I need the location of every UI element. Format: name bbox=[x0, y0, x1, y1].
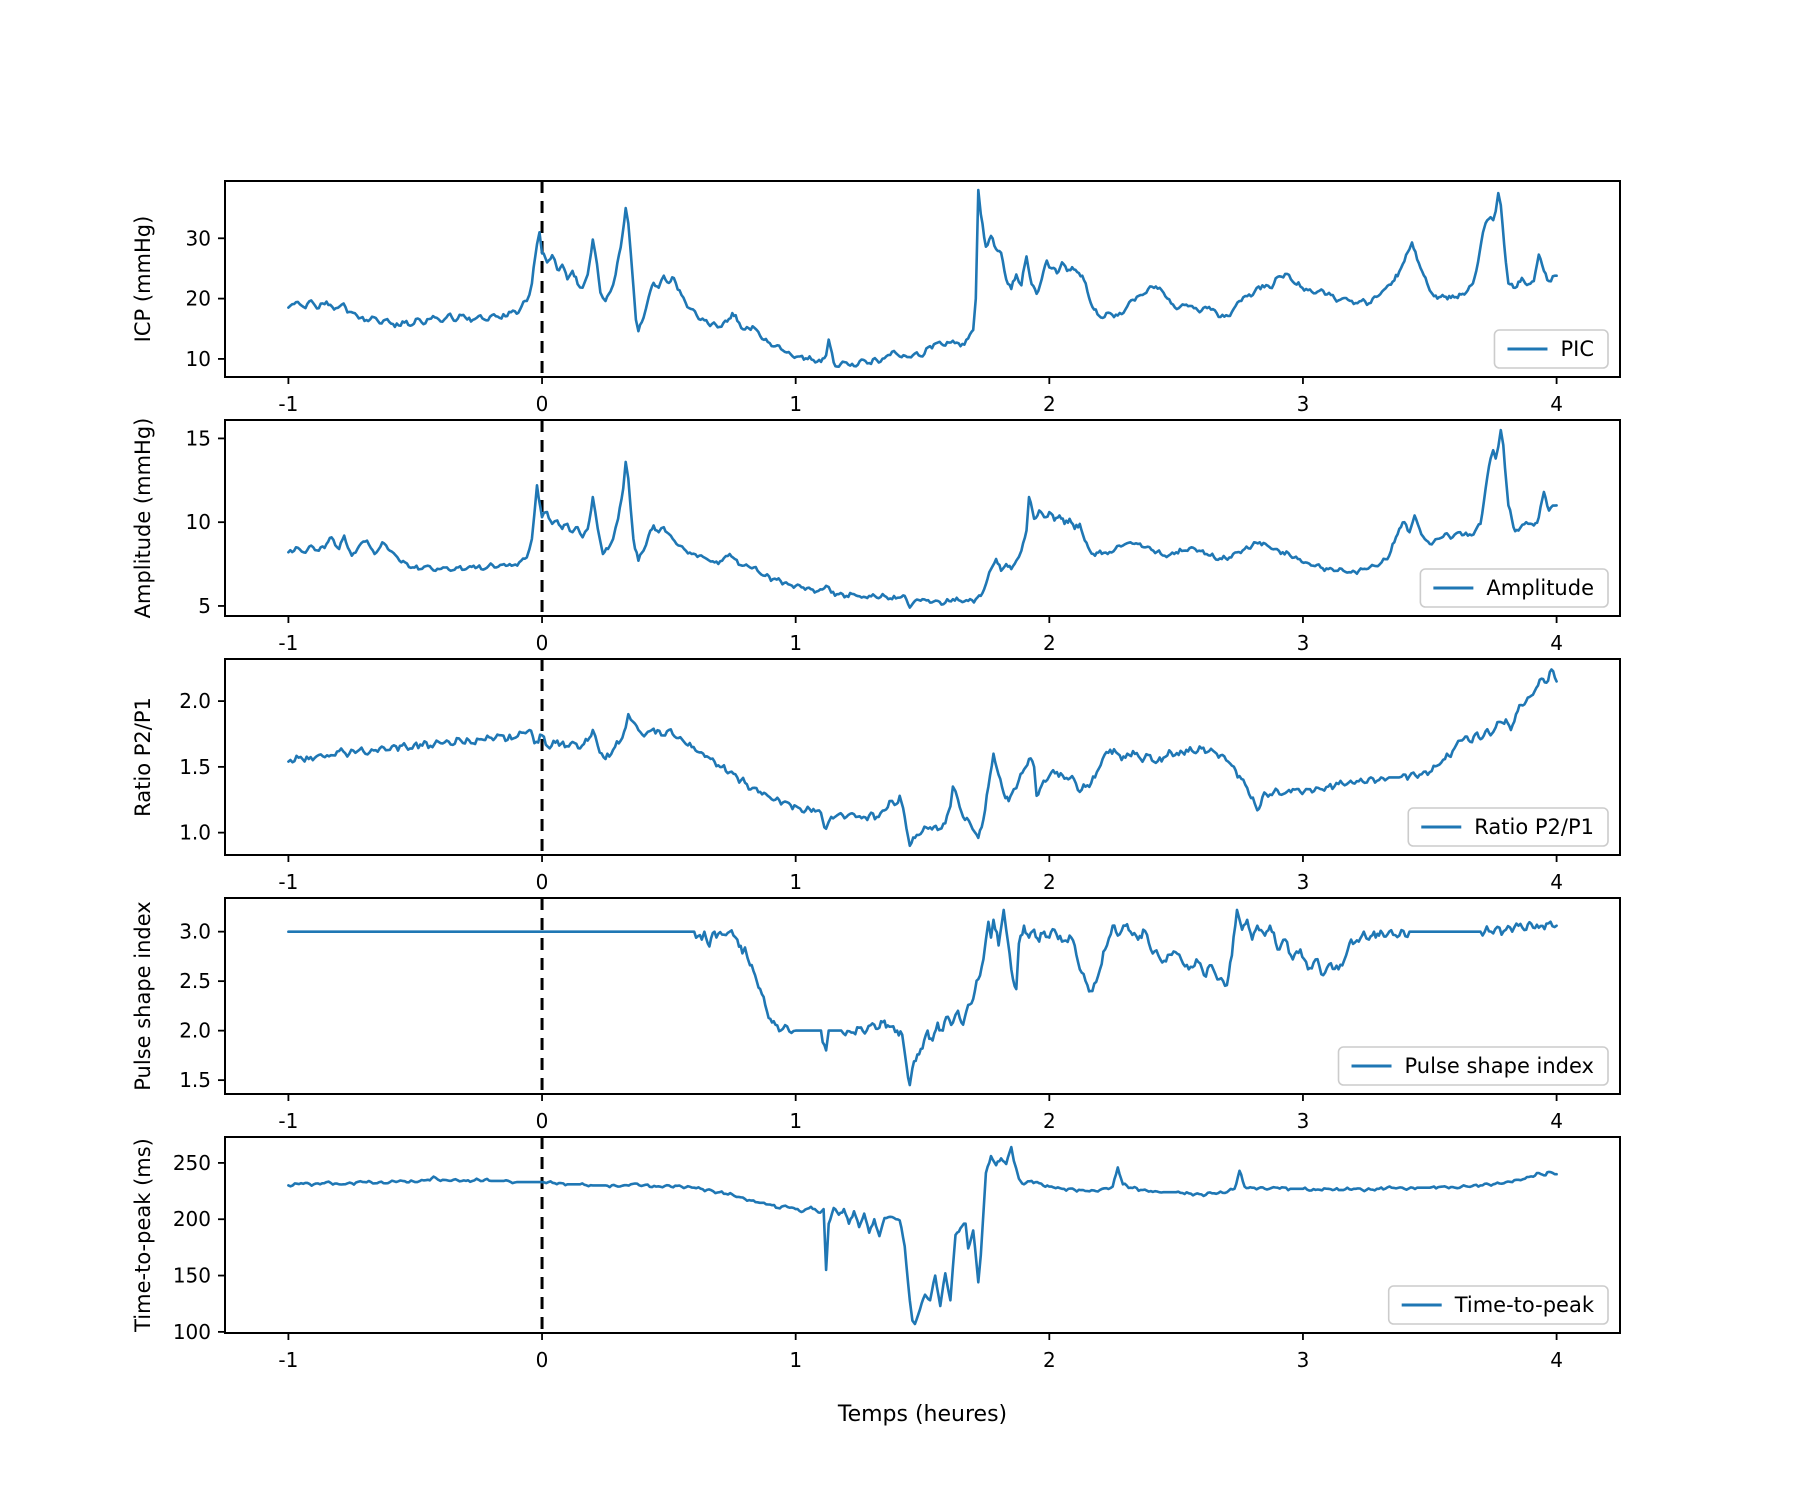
x-tick-label: 3 bbox=[1297, 1109, 1310, 1133]
x-tick-label: 0 bbox=[536, 392, 549, 416]
x-tick-label: 1 bbox=[789, 870, 802, 894]
x-tick-label: -1 bbox=[278, 870, 298, 894]
y-tick-label: 2.5 bbox=[179, 969, 211, 993]
y-tick-label: 5 bbox=[198, 594, 211, 618]
y-tick-label: 20 bbox=[186, 287, 211, 311]
x-tick-label: -1 bbox=[278, 392, 298, 416]
panel-icp: -1 0 1 2 3 4 10 20 30 ICP (mmHg) PIC bbox=[131, 180, 1621, 416]
legend: PIC bbox=[1493, 329, 1609, 369]
legend-box bbox=[1419, 568, 1609, 608]
y-tick-label: 1.0 bbox=[179, 821, 211, 845]
y-tick-label: 10 bbox=[186, 347, 211, 371]
legend: Time-to-peak bbox=[1387, 1285, 1609, 1325]
x-tick-label: 2 bbox=[1043, 1109, 1056, 1133]
series-line bbox=[287, 188, 1558, 368]
y-tick-label: 2.0 bbox=[179, 1019, 211, 1043]
x-tick-label: 2 bbox=[1043, 1348, 1056, 1372]
x-tick-label: 4 bbox=[1550, 1109, 1563, 1133]
x-tick-label: 0 bbox=[536, 870, 549, 894]
x-tick-label: 1 bbox=[789, 1109, 802, 1133]
legend: Pulse shape index bbox=[1337, 1046, 1609, 1086]
series-line bbox=[287, 668, 1558, 848]
legend-label: Amplitude bbox=[1486, 576, 1594, 600]
legend-box bbox=[1493, 329, 1609, 369]
plot-frame bbox=[224, 1136, 1621, 1334]
x-tick-label: 4 bbox=[1550, 392, 1563, 416]
y-tick-label: 1.5 bbox=[179, 1068, 211, 1092]
legend: Amplitude bbox=[1419, 568, 1609, 608]
x-tick-label: 2 bbox=[1043, 631, 1056, 655]
x-tick-label: 4 bbox=[1550, 870, 1563, 894]
series-line bbox=[287, 908, 1558, 1087]
y-axis-label: Pulse shape index bbox=[131, 901, 155, 1090]
x-tick-label: 4 bbox=[1550, 631, 1563, 655]
legend-box bbox=[1387, 1285, 1609, 1325]
plot-frame bbox=[224, 419, 1621, 617]
x-tick-label: 3 bbox=[1297, 1348, 1310, 1372]
legend-label: Ratio P2/P1 bbox=[1474, 815, 1594, 839]
y-tick-label: 3.0 bbox=[179, 920, 211, 944]
x-tick-label: -1 bbox=[278, 1109, 298, 1133]
legend-box bbox=[1407, 807, 1609, 847]
x-tick-label: 0 bbox=[536, 1109, 549, 1133]
x-tick-label: 0 bbox=[536, 1348, 549, 1372]
y-tick-label: 2.0 bbox=[179, 689, 211, 713]
y-tick-label: 250 bbox=[173, 1151, 211, 1175]
plot-frame bbox=[224, 897, 1621, 1095]
plot-frame bbox=[224, 658, 1621, 856]
legend-label: Time-to-peak bbox=[1454, 1293, 1595, 1317]
y-tick-label: 10 bbox=[186, 510, 211, 534]
legend-label: Pulse shape index bbox=[1405, 1054, 1594, 1078]
series-line bbox=[287, 1145, 1558, 1326]
panel-time-to-peak: -1 0 1 2 3 4 100 150 200 250 Time-to-peak (ms) Time… bbox=[131, 1136, 1621, 1372]
panel-amplitude: -1 0 1 2 3 4 5 10 15 Amplitude (mmHg) Amplitude bbox=[131, 418, 1621, 655]
y-tick-label: 15 bbox=[186, 426, 211, 450]
x-tick-label: 2 bbox=[1043, 870, 1056, 894]
panel-pulse-shape-index: -1 0 1 2 3 4 1.5 2.0 2.5 3.0 Pulse shape index Puls… bbox=[131, 897, 1621, 1133]
y-tick-label: 150 bbox=[173, 1264, 211, 1288]
x-tick-label: -1 bbox=[278, 1348, 298, 1372]
x-tick-label: 1 bbox=[789, 1348, 802, 1372]
x-tick-label: 2 bbox=[1043, 392, 1056, 416]
x-axis-label: Temps (heures) bbox=[837, 1402, 1008, 1427]
y-tick-label: 1.5 bbox=[179, 755, 211, 779]
plot-frame bbox=[224, 180, 1621, 378]
x-tick-label: 0 bbox=[536, 631, 549, 655]
x-tick-label: 3 bbox=[1297, 870, 1310, 894]
legend-box bbox=[1337, 1046, 1609, 1086]
x-tick-label: 3 bbox=[1297, 392, 1310, 416]
series-line bbox=[287, 428, 1558, 609]
legend-label: PIC bbox=[1560, 337, 1594, 361]
panel-ratio-p2-p1: -1 0 1 2 3 4 1.0 1.5 2.0 Ratio P2/P1 Ratio P2/P1 bbox=[131, 658, 1621, 894]
x-tick-label: 4 bbox=[1550, 1348, 1563, 1372]
x-tick-label: 3 bbox=[1297, 631, 1310, 655]
y-axis-label: ICP (mmHg) bbox=[131, 216, 155, 343]
x-tick-label: 1 bbox=[789, 392, 802, 416]
y-tick-label: 30 bbox=[186, 226, 211, 250]
y-axis-label: Ratio P2/P1 bbox=[131, 697, 155, 817]
y-tick-label: 200 bbox=[173, 1207, 211, 1231]
y-axis-label: Amplitude (mmHg) bbox=[131, 418, 155, 619]
y-axis-label: Time-to-peak (ms) bbox=[131, 1138, 155, 1333]
x-tick-label: 1 bbox=[789, 631, 802, 655]
y-tick-label: 100 bbox=[173, 1320, 211, 1344]
x-tick-label: -1 bbox=[278, 631, 298, 655]
legend: Ratio P2/P1 bbox=[1407, 807, 1609, 847]
